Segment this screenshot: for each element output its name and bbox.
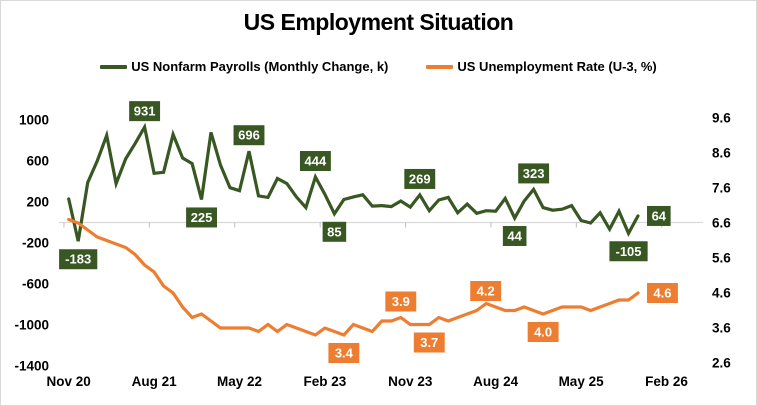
chart-legend: US Nonfarm Payrolls (Monthly Change, k) … — [1, 59, 756, 74]
right-axis-tick-label: 2.6 — [712, 356, 731, 371]
x-axis-tick-label: Feb 23 — [304, 374, 347, 389]
data-label-text: 4.2 — [477, 284, 495, 299]
left-axis-tick-label: 1000 — [19, 113, 49, 128]
x-axis-tick-label: Feb 26 — [645, 374, 688, 389]
data-label-box — [322, 221, 347, 242]
data-label-box — [129, 101, 161, 122]
unemployment-rate-line — [67, 217, 640, 337]
data-label-box — [518, 163, 550, 184]
data-label-text: 931 — [134, 104, 156, 119]
chart-title: US Employment Situation — [243, 9, 514, 35]
left-axis-tick-label: 200 — [26, 195, 49, 210]
data-label-text: 85 — [327, 224, 341, 239]
data-label-text: 3.9 — [392, 294, 410, 309]
legend-marker-payrolls — [100, 64, 128, 69]
right-axis-tick-label: 6.6 — [712, 216, 731, 231]
data-label-box — [328, 343, 360, 363]
data-label-box — [609, 241, 648, 262]
data-label-box — [502, 225, 527, 246]
legend-label-unemployment: US Unemployment Rate (U-3, %) — [457, 59, 657, 74]
data-label-text: -183 — [65, 252, 91, 267]
data-label-text: 3.4 — [335, 346, 354, 361]
data-label-box — [647, 283, 678, 303]
x-axis-tick-label: Nov 20 — [47, 374, 91, 389]
data-label-box — [404, 168, 436, 189]
data-label-text: 269 — [409, 171, 431, 186]
right-axis-tick-label: 5.6 — [712, 251, 731, 266]
x-axis-tick-label: May 25 — [559, 374, 605, 389]
legend-item-unemployment: US Unemployment Rate (U-3, %) — [426, 59, 657, 74]
data-label-text: -105 — [616, 244, 642, 259]
x-axis-tick-label: May 22 — [217, 374, 262, 389]
data-label-box — [647, 205, 671, 226]
data-label-box — [413, 332, 445, 353]
data-label-text: 696 — [238, 128, 260, 143]
right-axis-tick-label: 3.6 — [712, 321, 731, 336]
data-label-text: 44 — [507, 228, 522, 243]
data-label-box — [186, 207, 217, 228]
data-label-box — [470, 281, 502, 301]
legend-marker-unemployment — [426, 64, 454, 69]
left-axis-tick-label: -1400 — [14, 358, 49, 373]
data-label-text: 323 — [523, 166, 545, 181]
left-axis-tick-label: -600 — [22, 276, 49, 291]
legend-label-payrolls: US Nonfarm Payrolls (Monthly Change, k) — [131, 59, 389, 74]
right-axis-tick-label: 8.6 — [712, 146, 731, 161]
x-axis-tick-label: Aug 21 — [132, 374, 178, 389]
right-axis-tick-label: 9.6 — [712, 111, 731, 126]
left-axis-tick-label: -1000 — [14, 317, 49, 332]
data-label-text: 4.6 — [653, 286, 671, 301]
data-label-box — [527, 322, 559, 342]
data-label-box — [233, 125, 265, 146]
right-axis-tick-label: 7.6 — [712, 181, 731, 196]
x-axis-tick-label: Nov 23 — [388, 374, 433, 389]
legend-item-payrolls: US Nonfarm Payrolls (Monthly Change, k) — [100, 59, 388, 74]
data-label-box — [299, 151, 331, 172]
right-axis-tick-label: 4.6 — [712, 286, 731, 301]
left-axis-tick-label: 600 — [26, 154, 49, 169]
data-label-text: 64 — [652, 208, 667, 223]
payrolls-line — [67, 122, 640, 242]
data-label-box — [385, 291, 417, 312]
data-label-text: 3.7 — [420, 335, 438, 350]
x-axis-tick-label: Aug 24 — [473, 374, 519, 389]
data-label-text: 4.0 — [534, 325, 552, 340]
left-axis-tick-label: -200 — [22, 235, 49, 250]
data-label-text: 225 — [191, 210, 213, 225]
data-label-text: 444 — [305, 154, 327, 169]
data-label-box — [59, 249, 98, 270]
